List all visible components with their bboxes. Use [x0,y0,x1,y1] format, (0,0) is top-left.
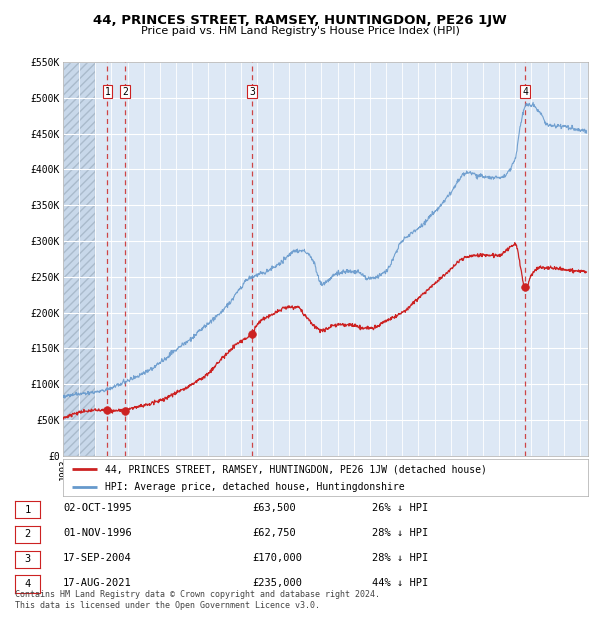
Text: 17-SEP-2004: 17-SEP-2004 [63,553,132,563]
Text: 26% ↓ HPI: 26% ↓ HPI [372,503,428,513]
Text: 28% ↓ HPI: 28% ↓ HPI [372,528,428,538]
Text: £170,000: £170,000 [252,553,302,563]
Text: 28% ↓ HPI: 28% ↓ HPI [372,553,428,563]
Text: 1: 1 [104,87,110,97]
Text: This data is licensed under the Open Government Licence v3.0.: This data is licensed under the Open Gov… [15,601,320,611]
Text: 2: 2 [122,87,128,97]
Text: Contains HM Land Registry data © Crown copyright and database right 2024.: Contains HM Land Registry data © Crown c… [15,590,380,600]
Text: 4: 4 [523,87,528,97]
Text: 3: 3 [249,87,255,97]
Text: 02-OCT-1995: 02-OCT-1995 [63,503,132,513]
Text: 01-NOV-1996: 01-NOV-1996 [63,528,132,538]
Bar [63,62,95,456]
Text: Price paid vs. HM Land Registry's House Price Index (HPI): Price paid vs. HM Land Registry's House … [140,26,460,36]
Text: £63,500: £63,500 [252,503,296,513]
Text: HPI: Average price, detached house, Huntingdonshire: HPI: Average price, detached house, Hunt… [105,482,404,492]
Text: 1: 1 [25,505,31,515]
Text: 44, PRINCES STREET, RAMSEY, HUNTINGDON, PE26 1JW (detached house): 44, PRINCES STREET, RAMSEY, HUNTINGDON, … [105,464,487,474]
Text: 17-AUG-2021: 17-AUG-2021 [63,578,132,588]
Text: 2: 2 [25,529,31,539]
Text: 4: 4 [25,579,31,589]
Text: £62,750: £62,750 [252,528,296,538]
Text: 44% ↓ HPI: 44% ↓ HPI [372,578,428,588]
Text: 3: 3 [25,554,31,564]
Text: £235,000: £235,000 [252,578,302,588]
Text: 44, PRINCES STREET, RAMSEY, HUNTINGDON, PE26 1JW: 44, PRINCES STREET, RAMSEY, HUNTINGDON, … [93,14,507,27]
